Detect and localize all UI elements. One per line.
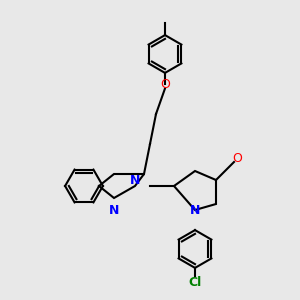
Text: N: N [109,203,119,217]
Text: O: O [160,77,170,91]
Text: N: N [130,173,140,187]
Text: N: N [190,203,200,217]
Text: Cl: Cl [188,275,202,289]
Text: O: O [232,152,242,166]
